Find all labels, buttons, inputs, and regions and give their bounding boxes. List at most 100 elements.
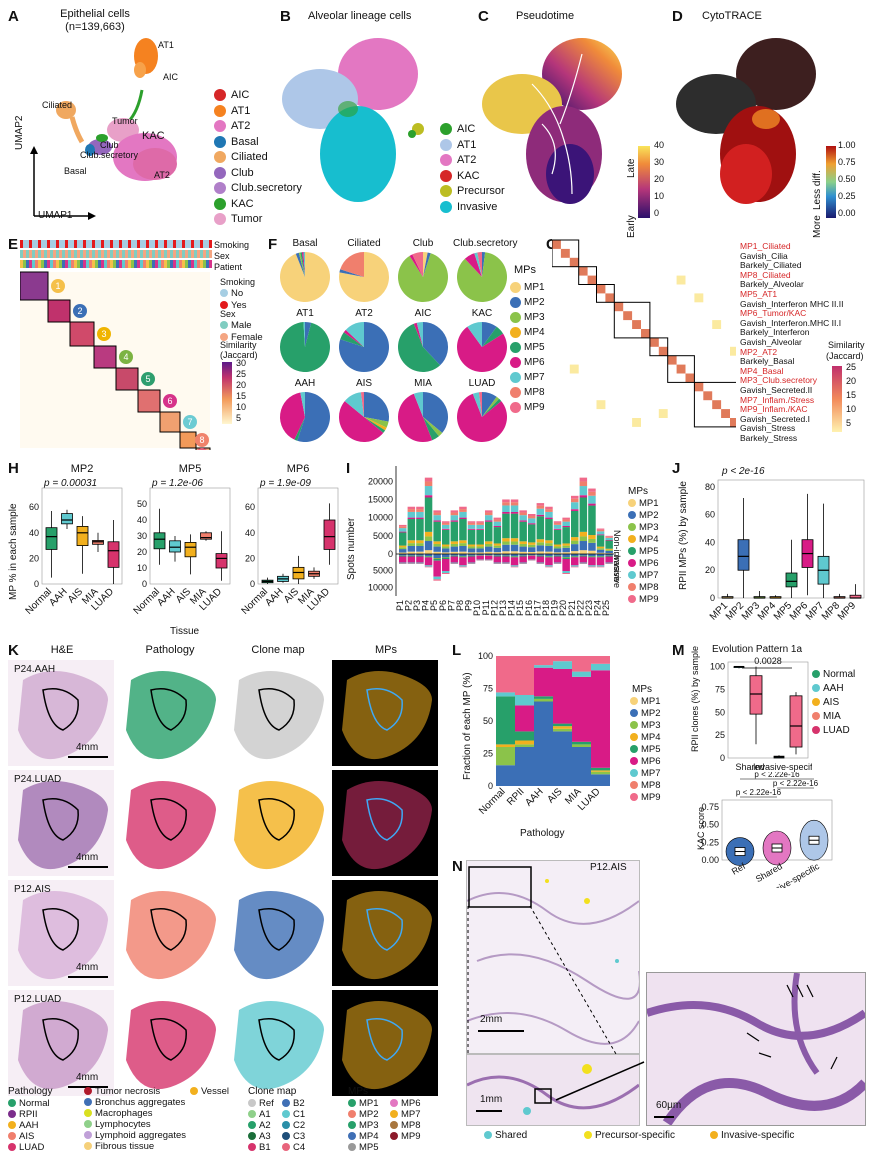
smoking-bar-cell bbox=[158, 240, 161, 248]
legend-l-label: MP4 bbox=[641, 732, 661, 743]
patient-bar-cell bbox=[83, 260, 86, 268]
k-tile bbox=[332, 770, 438, 876]
k-legend-swatch bbox=[348, 1143, 356, 1151]
i-bar-segment-top bbox=[425, 536, 433, 541]
k-tile-shape bbox=[116, 660, 222, 766]
k-tissue-shape bbox=[342, 891, 432, 979]
k-tile-shape bbox=[116, 990, 222, 1096]
i-bar-segment-bottom bbox=[494, 557, 502, 563]
i-bar-segment-top bbox=[545, 546, 553, 552]
sex-bar-cell bbox=[113, 250, 116, 258]
i-bar-segment-top bbox=[408, 546, 416, 552]
i-bar-segment-top bbox=[494, 527, 502, 543]
sex-bar-cell bbox=[50, 250, 53, 258]
g-row-label: Gavish_Interferon MHC II.II bbox=[740, 299, 843, 309]
i-bar-segment-bottom bbox=[511, 556, 519, 557]
i-bar-segment-top bbox=[571, 537, 579, 540]
i-bar-segment-top bbox=[451, 541, 459, 544]
sex-bar-cell bbox=[32, 250, 35, 258]
k-column-title: Clone map bbox=[224, 644, 332, 656]
patient-bar-cell bbox=[32, 260, 35, 268]
i-bar-segment-top bbox=[545, 543, 553, 546]
i-bar-segment-bottom bbox=[571, 567, 579, 568]
i-bar-segment-bottom bbox=[459, 556, 467, 557]
i-bar-segment-top bbox=[537, 542, 545, 545]
i-bar-segment-top bbox=[399, 549, 407, 552]
k-legend-label: C3 bbox=[293, 1131, 305, 1142]
pie-label: AT2 bbox=[335, 308, 393, 319]
similarity-scale-e bbox=[222, 362, 232, 424]
legend-l-swatch bbox=[630, 781, 638, 789]
legend-m-item: LUAD bbox=[812, 724, 855, 738]
j-pvalue: p < 2e-16 bbox=[721, 466, 765, 477]
i-bar-segment-bottom bbox=[451, 557, 459, 563]
i-bar-segment-top bbox=[494, 546, 502, 548]
i-bar-segment-top bbox=[442, 548, 450, 552]
i-bar-segment-bottom bbox=[433, 558, 441, 559]
panel-c-title: Pseudotime bbox=[516, 10, 574, 22]
legend-l-item: MP6 bbox=[630, 756, 661, 768]
sex-legend-title: Sex bbox=[220, 309, 236, 319]
sex-bar-cell bbox=[119, 250, 122, 258]
i-bar-segment-top bbox=[408, 509, 416, 512]
j-tick: 0 bbox=[710, 593, 715, 603]
legend-n-label: Invasive-specific bbox=[721, 1130, 794, 1141]
k-legend-label: MP8 bbox=[401, 1120, 421, 1131]
i-bar-segment-bottom bbox=[485, 556, 493, 560]
h-tick: 30 bbox=[137, 531, 147, 541]
l-bar-segment bbox=[553, 726, 572, 729]
patient-bar-cell bbox=[188, 260, 191, 268]
i-bar-segment-bottom bbox=[442, 557, 450, 559]
panel-i-legend-title: MPs bbox=[628, 486, 648, 497]
patient-bar-cell bbox=[98, 260, 101, 268]
sex-bar-cell bbox=[128, 250, 131, 258]
i-bar-segment-top bbox=[588, 539, 596, 543]
legend-m-label: AAH bbox=[823, 683, 844, 694]
i-bar-segment-top bbox=[528, 547, 536, 552]
sex-bar-cell bbox=[143, 250, 146, 258]
heatmap-offdiag bbox=[730, 347, 736, 356]
i-bar-segment-top bbox=[580, 495, 588, 497]
legend-f-swatch bbox=[510, 327, 521, 338]
smoking-bar-cell bbox=[119, 240, 122, 248]
pie-slice bbox=[364, 392, 389, 422]
k-legend-item: B1 bbox=[248, 1142, 271, 1154]
l-bar-segment bbox=[496, 747, 515, 765]
block-number: 7 bbox=[187, 417, 192, 427]
l-bar-segment bbox=[572, 742, 591, 745]
i-bar-segment-top bbox=[425, 486, 433, 495]
legend-i-item: MP9 bbox=[628, 594, 659, 606]
i-bar-segment-top bbox=[451, 515, 459, 520]
sex-bar-cell bbox=[131, 250, 134, 258]
k-legend-label: MP6 bbox=[401, 1098, 421, 1109]
legend-b-swatch bbox=[440, 123, 452, 135]
i-bar-segment-top bbox=[399, 526, 407, 528]
legend-f-item: MP4 bbox=[510, 325, 545, 340]
legend-l-label: MP8 bbox=[641, 780, 661, 791]
i-bar-segment-top bbox=[468, 523, 476, 525]
l-bar-segment bbox=[534, 656, 553, 665]
smoking-bar-cell bbox=[29, 240, 32, 248]
smoking-bar-cell bbox=[50, 240, 53, 248]
m-tick: 25 bbox=[715, 730, 725, 740]
legend-i-item: MP8 bbox=[628, 582, 659, 594]
i-bar-segment-top bbox=[425, 481, 433, 486]
smoking-bar-cell bbox=[53, 240, 56, 248]
h-tick: 50 bbox=[137, 499, 147, 509]
i-bar-segment-top bbox=[571, 502, 579, 509]
panel-d-title: CytoTRACE bbox=[702, 10, 762, 22]
k-legend-swatch bbox=[348, 1132, 356, 1140]
legend-l-item: MP5 bbox=[630, 744, 661, 756]
sex-bar-cell bbox=[56, 250, 59, 258]
sex-bar-cell bbox=[203, 250, 206, 258]
k-legend-swatch bbox=[248, 1121, 256, 1129]
i-bar-segment-top bbox=[511, 551, 519, 554]
k-legend-swatch bbox=[8, 1132, 16, 1140]
i-bar-segment-top bbox=[468, 525, 476, 529]
patient-bar-cell bbox=[161, 260, 164, 268]
i-bar-segment-top bbox=[485, 544, 493, 547]
smoking-bar-cell bbox=[101, 240, 104, 248]
i-tick: 5000 bbox=[373, 566, 393, 576]
i-bar-segment-top bbox=[519, 522, 527, 542]
